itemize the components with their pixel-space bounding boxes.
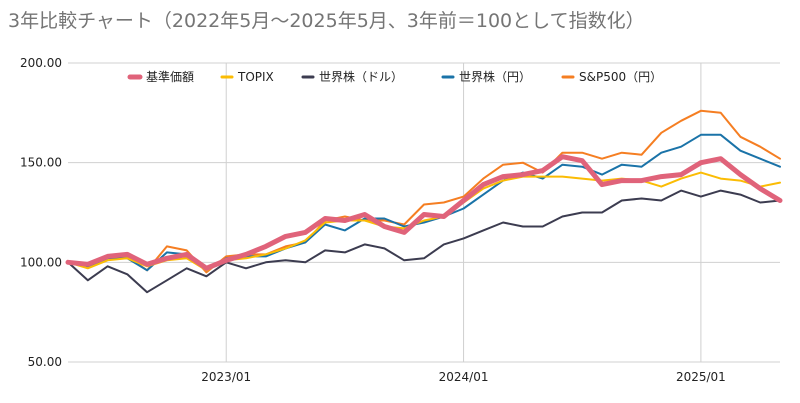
legend-item: TOPIX — [220, 70, 274, 84]
legend-label: 世界株（ドル） — [319, 69, 403, 84]
legend-label: S&P500（円） — [579, 70, 662, 84]
y-tick-label: 150.00 — [20, 156, 62, 170]
x-tick-label: 2025/01 — [676, 370, 726, 384]
y-tick-label: 100.00 — [20, 255, 62, 269]
y-tick-label: 200.00 — [20, 56, 62, 70]
series-line-3 — [67, 133, 781, 272]
legend-label: 基準価額 — [146, 69, 194, 84]
chart-title: 3年比較チャート（2022年5月～2025年5月、3年前＝100として指数化） — [8, 10, 645, 32]
series-line-4 — [67, 109, 781, 274]
series-line-2 — [67, 189, 781, 294]
series-line-0 — [65, 154, 783, 271]
legend-item: 世界株（円） — [441, 69, 531, 84]
legend-item: S&P500（円） — [561, 70, 662, 84]
legend-item: 基準価額 — [127, 69, 194, 84]
x-tick-label: 2023/01 — [201, 370, 251, 384]
series-line-1 — [67, 171, 781, 272]
legend-item: 世界株（ドル） — [301, 69, 403, 84]
legend-label: TOPIX — [237, 70, 274, 84]
legend-label: 世界株（円） — [459, 69, 531, 84]
x-tick-label: 2024/01 — [439, 370, 489, 384]
y-tick-label: 50.00 — [28, 355, 62, 369]
